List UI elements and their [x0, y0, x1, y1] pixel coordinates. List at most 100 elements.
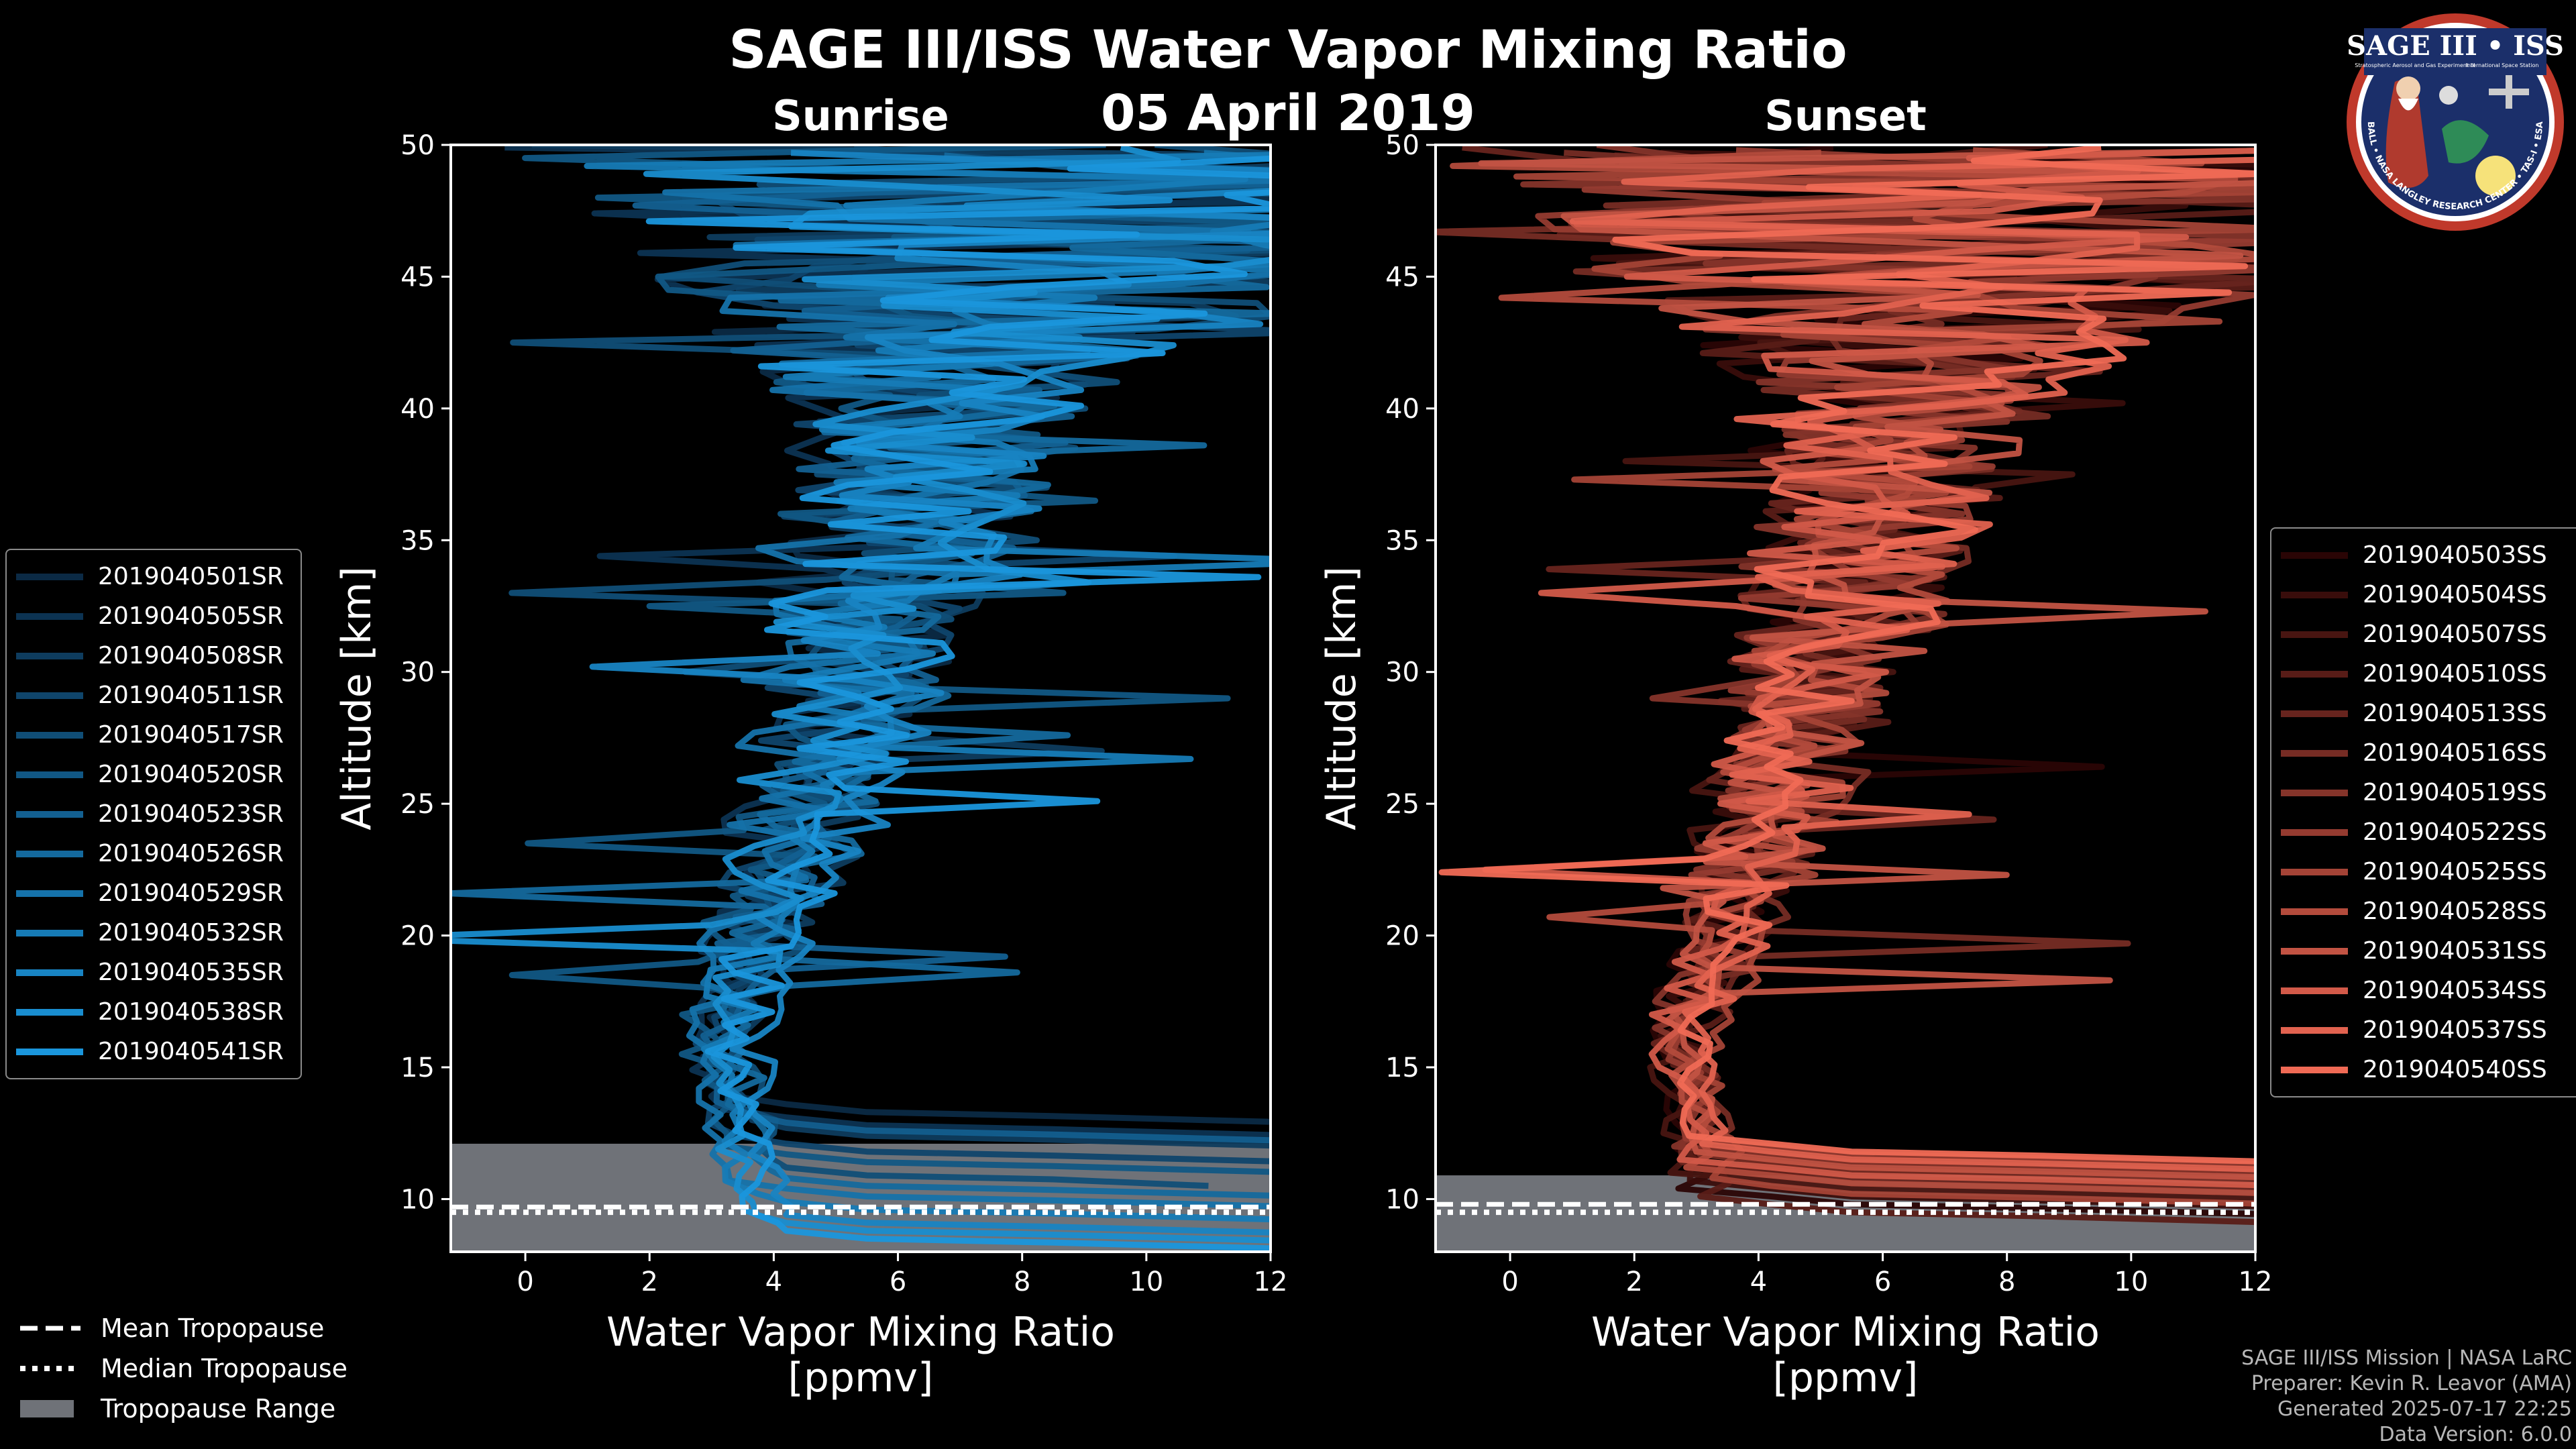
legend-label: 2019040534SS	[2363, 977, 2547, 1004]
legend-entry-2019040505SR: 2019040505SR	[16, 596, 291, 636]
legend-label: 2019040535SR	[98, 959, 284, 986]
y-tick-label: 40	[1385, 394, 1419, 425]
legend-line-swatch	[2281, 1066, 2348, 1073]
x-tick-label: 0	[517, 1267, 533, 1297]
x-tick-label: 10	[2114, 1267, 2148, 1297]
x-tick-label: 0	[1501, 1267, 1518, 1297]
legend-entry-2019040535SR: 2019040535SR	[16, 953, 291, 992]
y-tick-label: 50	[1385, 130, 1419, 161]
x-tick-label: 8	[1014, 1267, 1030, 1297]
y-tick-label: 10	[400, 1184, 435, 1215]
x-tick-label: 2	[1626, 1267, 1643, 1297]
dotted-line-swatch	[20, 1366, 80, 1371]
y-tick-label: 25	[400, 789, 435, 820]
legend-line-swatch	[2281, 631, 2348, 638]
legend-entry-2019040510SS: 2019040510SS	[2281, 654, 2571, 694]
profile-line-2019040532SR	[584, 152, 1271, 1223]
legend-label: 2019040511SR	[98, 682, 284, 709]
legend-line-swatch	[2281, 868, 2348, 875]
legend-label: 2019040532SR	[98, 919, 284, 947]
x-axis-label: [ppmv]	[1773, 1354, 1919, 1401]
legend-line-swatch	[2281, 591, 2348, 598]
legend-label: 2019040503SS	[2363, 541, 2547, 569]
legend-line-swatch	[16, 731, 83, 739]
legend-line-swatch	[16, 1008, 83, 1016]
y-tick-label: 20	[400, 921, 435, 952]
y-axis-label: Altitude [km]	[1318, 566, 1365, 830]
legend-line-swatch	[2281, 908, 2348, 915]
profile-line-2019040537SS	[1569, 156, 2255, 1173]
legend-label: 2019040504SS	[2363, 581, 2547, 608]
y-tick-label: 30	[400, 657, 435, 688]
legend-entry-2019040503SS: 2019040503SS	[2281, 535, 2571, 575]
y-tick-label: 45	[400, 262, 435, 292]
legend-entry-2019040511SR: 2019040511SR	[16, 676, 291, 715]
tropopause-legend: Mean Tropopause Median Tropopause Tropop…	[20, 1308, 347, 1429]
x-tick-label: 4	[765, 1267, 782, 1297]
profile-line-2019040535SR	[589, 150, 1271, 1236]
dashed-line-swatch	[20, 1326, 80, 1331]
legend-entry-2019040541SR: 2019040541SR	[16, 1032, 291, 1071]
legend-entry-2019040529SR: 2019040529SR	[16, 873, 291, 913]
legend-line-swatch	[2281, 710, 2348, 717]
legend-line-swatch	[16, 929, 83, 936]
legend-label: 2019040516SS	[2363, 739, 2547, 767]
legend-line-swatch	[2281, 551, 2348, 559]
y-tick-label: 15	[400, 1053, 435, 1083]
legend-line-swatch	[2281, 670, 2348, 678]
x-axis-label: Water Vapor Mixing Ratio	[1591, 1309, 2100, 1356]
legend-label: 2019040528SS	[2363, 898, 2547, 925]
legend-line-swatch	[2281, 828, 2348, 836]
legend-entry-2019040538SR: 2019040538SR	[16, 992, 291, 1032]
sunset-axes-frame	[1434, 144, 2257, 1253]
legend-entry-2019040526SR: 2019040526SR	[16, 834, 291, 873]
profile-line-2019040541SR	[645, 155, 1271, 1252]
legend-label: 2019040508SR	[98, 642, 284, 669]
legend-line-swatch	[2281, 947, 2348, 955]
legend-entry-2019040507SS: 2019040507SS	[2281, 614, 2571, 654]
y-tick-label: 25	[1385, 789, 1419, 820]
y-tick-label: 30	[1385, 657, 1419, 688]
profile-line-2019040538SR	[451, 145, 1271, 1244]
legend-entry-2019040531SS: 2019040531SS	[2281, 931, 2571, 971]
legend-label: 2019040517SR	[98, 721, 284, 749]
y-tick-label: 35	[400, 525, 435, 556]
legend-label: 2019040507SS	[2363, 621, 2547, 648]
y-tick-label: 15	[1385, 1053, 1419, 1083]
legend-entry-2019040513SS: 2019040513SS	[2281, 694, 2571, 733]
legend-line-swatch	[16, 612, 83, 620]
legend-line-swatch	[16, 850, 83, 857]
sunrise-axes-frame	[449, 144, 1272, 1253]
legend-label: 2019040520SR	[98, 761, 284, 788]
sunrise-plot: 0 2 4 6 8 10 12 10 15 20 25 30 35 40 45 50 Sunrise Water …	[333, 91, 1287, 1401]
x-tick-label: 2	[641, 1267, 658, 1297]
legend-line-swatch	[2281, 749, 2348, 757]
legend-label: 2019040538SR	[98, 998, 284, 1026]
legend-mean-tropopause: Mean Tropopause	[20, 1308, 347, 1348]
legend-line-swatch	[16, 652, 83, 659]
legend-line-swatch	[16, 573, 83, 580]
legend-range-label: Tropopause Range	[101, 1394, 336, 1424]
legend-label: 2019040529SR	[98, 879, 284, 907]
profile-line-2019040534SS	[1482, 148, 2255, 1189]
legend-tropopause-range: Tropopause Range	[20, 1389, 347, 1429]
legend-label: 2019040510SS	[2363, 660, 2547, 688]
legend-label: 2019040501SR	[98, 563, 284, 590]
y-tick-label: 10	[1385, 1184, 1419, 1215]
legend-entry-2019040520SR: 2019040520SR	[16, 755, 291, 794]
y-tick-label: 20	[1385, 921, 1419, 952]
legend-entry-2019040528SS: 2019040528SS	[2281, 892, 2571, 931]
sunset-legend: 2019040503SS 2019040504SS 2019040507SS 2019…	[2270, 527, 2576, 1097]
legend-entry-2019040517SR: 2019040517SR	[16, 715, 291, 755]
legend-entry-2019040532SR: 2019040532SR	[16, 913, 291, 953]
legend-entry-2019040525SS: 2019040525SS	[2281, 852, 2571, 892]
x-tick-label: 10	[1129, 1267, 1163, 1297]
x-axis-label: [ppmv]	[788, 1354, 934, 1401]
legend-mean-label: Mean Tropopause	[101, 1313, 325, 1343]
legend-entry-2019040534SS: 2019040534SS	[2281, 971, 2571, 1010]
legend-label: 2019040525SS	[2363, 858, 2547, 885]
legend-line-swatch	[2281, 987, 2348, 994]
legend-line-swatch	[16, 692, 83, 699]
legend-entry-2019040537SS: 2019040537SS	[2281, 1010, 2571, 1050]
